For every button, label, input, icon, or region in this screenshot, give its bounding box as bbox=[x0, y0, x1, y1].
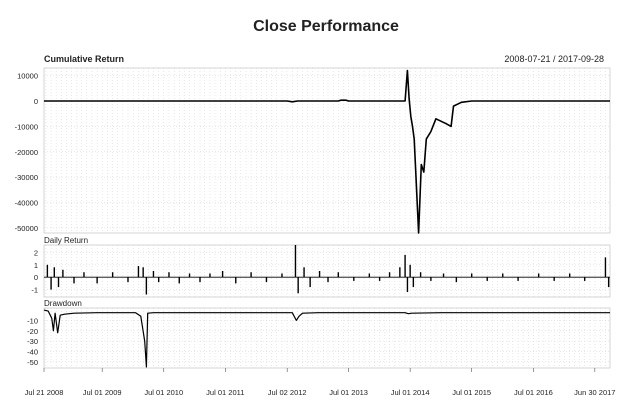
panel-daily-return: Daily Return 2 1 0 -1 bbox=[31, 236, 611, 298]
x-tick-label: Jul 01 2015 bbox=[452, 388, 491, 397]
daily-return-y-ticks: 2 1 0 -1 bbox=[31, 248, 38, 294]
chart-title: Close Performance bbox=[253, 18, 399, 35]
cumulative-return-y-ticks: 10000 0 -10000 -20000 -30000 -40000 -50000 bbox=[15, 72, 38, 233]
cumulative-return-series bbox=[44, 69, 610, 234]
drawdown-frame bbox=[43, 307, 611, 369]
drawdown-y-tick-label: -40 bbox=[27, 347, 38, 356]
x-tick-label: Jul 01 2010 bbox=[144, 388, 183, 397]
daily-return-grid bbox=[43, 244, 611, 298]
panel-title-daily-return: Daily Return bbox=[44, 236, 88, 245]
cumulative-return-y-tick-label: -20000 bbox=[15, 148, 38, 157]
drawdown-y-tick-label: -50 bbox=[27, 358, 38, 367]
daily-return-y-tick-label: 0 bbox=[34, 273, 38, 282]
cumulative-return-y-tick-label: -40000 bbox=[15, 199, 38, 208]
cumulative-return-y-tick-label: -10000 bbox=[15, 122, 38, 131]
drawdown-y-tick-label: -20 bbox=[27, 327, 38, 336]
x-tick-label: Jul 21 2008 bbox=[25, 388, 64, 397]
cumulative-return-line bbox=[44, 69, 610, 234]
cumulative-return-y-tick-label: -30000 bbox=[15, 173, 38, 182]
daily-return-y-tick-label: 2 bbox=[34, 248, 38, 257]
panel-drawdown: Drawdown -10 -20-30-40 -50 bbox=[27, 299, 611, 369]
panel-title-drawdown: Drawdown bbox=[44, 299, 82, 308]
x-tick-label: Jul 01 2014 bbox=[391, 388, 430, 397]
daily-return-y-tick-label: -1 bbox=[31, 286, 38, 295]
cumulative-return-y-tick-label: 10000 bbox=[17, 72, 38, 81]
drawdown-y-tick-label: -10 bbox=[27, 316, 38, 325]
x-tick-label: Jul 01 2011 bbox=[206, 388, 244, 397]
daily-return-frame bbox=[43, 244, 611, 298]
drawdown-series bbox=[43, 309, 610, 368]
daily-return-series bbox=[44, 245, 610, 295]
drawdown-y-tick-label: -30 bbox=[27, 337, 38, 346]
date-range-label: 2008-07-21 / 2017-09-28 bbox=[504, 54, 604, 64]
x-tick-label: Jul 01 2013 bbox=[329, 388, 368, 397]
panel-title-cumulative-return: Cumulative Return bbox=[44, 54, 124, 64]
cumulative-return-grid bbox=[43, 67, 611, 234]
x-axis-ticks: Jul 21 2008 Jul 01 2009 Jul 01 2010 Jul 01 … bbox=[25, 368, 615, 397]
panel-cumulative-return: Cumulative Return 10000 0 -10000 -20000 -300… bbox=[15, 54, 611, 234]
x-tick-label: Jun 30 2017 bbox=[574, 388, 615, 397]
x-tick-label: Jul 02 2012 bbox=[268, 388, 307, 397]
cumulative-return-y-tick-label: 0 bbox=[34, 97, 38, 106]
daily-return-y-tick-label: 1 bbox=[34, 261, 38, 270]
cumulative-return-y-tick-label: -50000 bbox=[15, 224, 38, 233]
cumulative-return-frame bbox=[43, 67, 611, 234]
drawdown-line bbox=[43, 309, 610, 368]
drawdown-y-ticks: -10 -20-30-40 -50 bbox=[27, 316, 38, 366]
x-tick-label: Jul 01 2016 bbox=[514, 388, 553, 397]
x-tick-label: Jul 01 2009 bbox=[83, 388, 122, 397]
drawdown-grid bbox=[43, 307, 611, 369]
